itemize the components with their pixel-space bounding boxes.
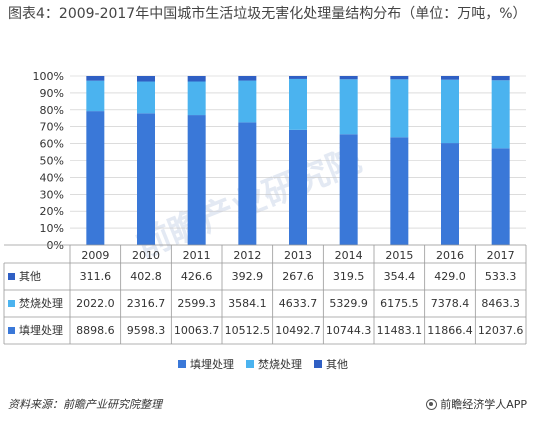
table-value: 9598.3: [127, 324, 166, 337]
bar-incineration: [339, 79, 358, 135]
x-category-label: 2014: [335, 249, 363, 262]
table-value: 7378.4: [431, 297, 470, 310]
bar-landfill: [390, 137, 409, 245]
table-value: 10744.3: [326, 324, 372, 337]
table-row-swatch-other: [8, 273, 15, 280]
bar-incineration: [86, 80, 105, 112]
table-value: 10492.7: [275, 324, 321, 337]
brand-name: 前瞻经济学人APP: [440, 398, 527, 411]
table-value: 311.6: [80, 270, 112, 283]
bar-other: [491, 76, 510, 81]
table-row-label: 焚烧处理: [19, 297, 63, 310]
x-category-label: 2012: [233, 249, 261, 262]
bar-other: [238, 76, 257, 81]
table-value: 8898.6: [76, 324, 115, 337]
y-tick-label: 0%: [47, 239, 64, 252]
bar-incineration: [238, 80, 257, 123]
table-value: 10512.5: [225, 324, 271, 337]
bar-landfill: [441, 143, 459, 245]
table-value: 402.8: [130, 270, 162, 283]
table-value: 533.3: [485, 270, 517, 283]
y-tick-label: 60%: [40, 138, 64, 151]
bar-landfill: [86, 111, 105, 245]
x-category-label: 2009: [81, 249, 109, 262]
legend-swatch-landfill: [178, 360, 186, 368]
brand-logo-icon: [426, 398, 438, 410]
bar-other: [289, 76, 307, 79]
bar-other: [187, 76, 206, 82]
legend-item-other: 其他: [314, 356, 348, 372]
legend-label-incineration: 焚烧处理: [258, 358, 302, 371]
legend-label-landfill: 填埋处理: [190, 358, 234, 371]
x-category-label: 2010: [132, 249, 160, 262]
y-tick-label: 90%: [40, 87, 64, 100]
table-value: 426.6: [181, 270, 213, 283]
bar-incineration: [441, 79, 459, 144]
source-note: 资料来源：前瞻产业研究院整理: [8, 398, 162, 411]
bar-incineration: [390, 79, 409, 138]
bar-other: [137, 76, 155, 82]
table-value: 8463.3: [481, 297, 520, 310]
bar-landfill: [238, 122, 257, 245]
bar-other: [390, 76, 409, 80]
table-row-swatch-landfill: [8, 327, 15, 334]
x-category-label: 2011: [183, 249, 211, 262]
table-value: 429.0: [434, 270, 466, 283]
table-value: 2599.3: [177, 297, 216, 310]
y-tick-label: 70%: [40, 121, 64, 134]
table-row-swatch-incineration: [8, 300, 15, 307]
table-value: 319.5: [333, 270, 365, 283]
y-tick-label: 20%: [40, 205, 64, 218]
bar-incineration: [187, 81, 206, 116]
chart-title: 图表4：2009-2017年中国城市生活垃圾无害化处理量结构分布（单位：万吨，%…: [8, 6, 527, 22]
table-value: 2022.0: [76, 297, 115, 310]
chart-legend: 填埋处理 焚烧处理 其他: [178, 356, 348, 372]
table-value: 3584.1: [228, 297, 267, 310]
legend-item-incineration: 焚烧处理: [246, 356, 302, 372]
table-value: 12037.6: [478, 324, 524, 337]
table-value: 5329.9: [329, 297, 368, 310]
bar-landfill: [187, 115, 206, 245]
table-value: 6175.5: [380, 297, 419, 310]
x-category-label: 2013: [284, 249, 312, 262]
table-value: 10063.7: [174, 324, 220, 337]
x-category-label: 2017: [487, 249, 515, 262]
table-value: 4633.7: [279, 297, 318, 310]
y-tick-label: 30%: [40, 188, 64, 201]
legend-label-other: 其他: [326, 358, 348, 371]
y-tick-label: 100%: [33, 70, 64, 83]
table-value: 267.6: [282, 270, 314, 283]
table-value: 392.9: [232, 270, 264, 283]
bar-other: [339, 76, 358, 80]
bar-incineration: [289, 78, 307, 130]
bar-landfill: [491, 148, 510, 245]
y-tick-label: 50%: [40, 155, 64, 168]
brand-mark: 前瞻经济学人APP: [426, 396, 527, 412]
bar-other: [441, 76, 459, 80]
bar-landfill: [137, 113, 155, 245]
legend-swatch-other: [314, 360, 322, 368]
y-tick-label: 40%: [40, 171, 64, 184]
legend-swatch-incineration: [246, 360, 254, 368]
bar-incineration: [491, 80, 510, 149]
table-value: 2316.7: [127, 297, 166, 310]
y-tick-label: 10%: [40, 222, 64, 235]
y-tick-label: 80%: [40, 104, 64, 117]
table-row-label: 填埋处理: [19, 323, 63, 337]
table-value: 354.4: [384, 270, 416, 283]
x-category-label: 2016: [436, 249, 464, 262]
bar-landfill: [289, 129, 307, 245]
chart-svg: 前瞻产业研究院0%10%20%30%40%50%60%70%80%90%100%…: [3, 70, 527, 345]
x-category-label: 2015: [385, 249, 413, 262]
table-value: 11866.4: [427, 324, 473, 337]
bar-landfill: [339, 134, 358, 245]
table-row-label: 其他: [19, 270, 41, 283]
table-value: 11483.1: [377, 324, 423, 337]
bar-incineration: [137, 81, 155, 114]
bar-other: [86, 76, 105, 81]
legend-item-landfill: 填埋处理: [178, 356, 234, 372]
